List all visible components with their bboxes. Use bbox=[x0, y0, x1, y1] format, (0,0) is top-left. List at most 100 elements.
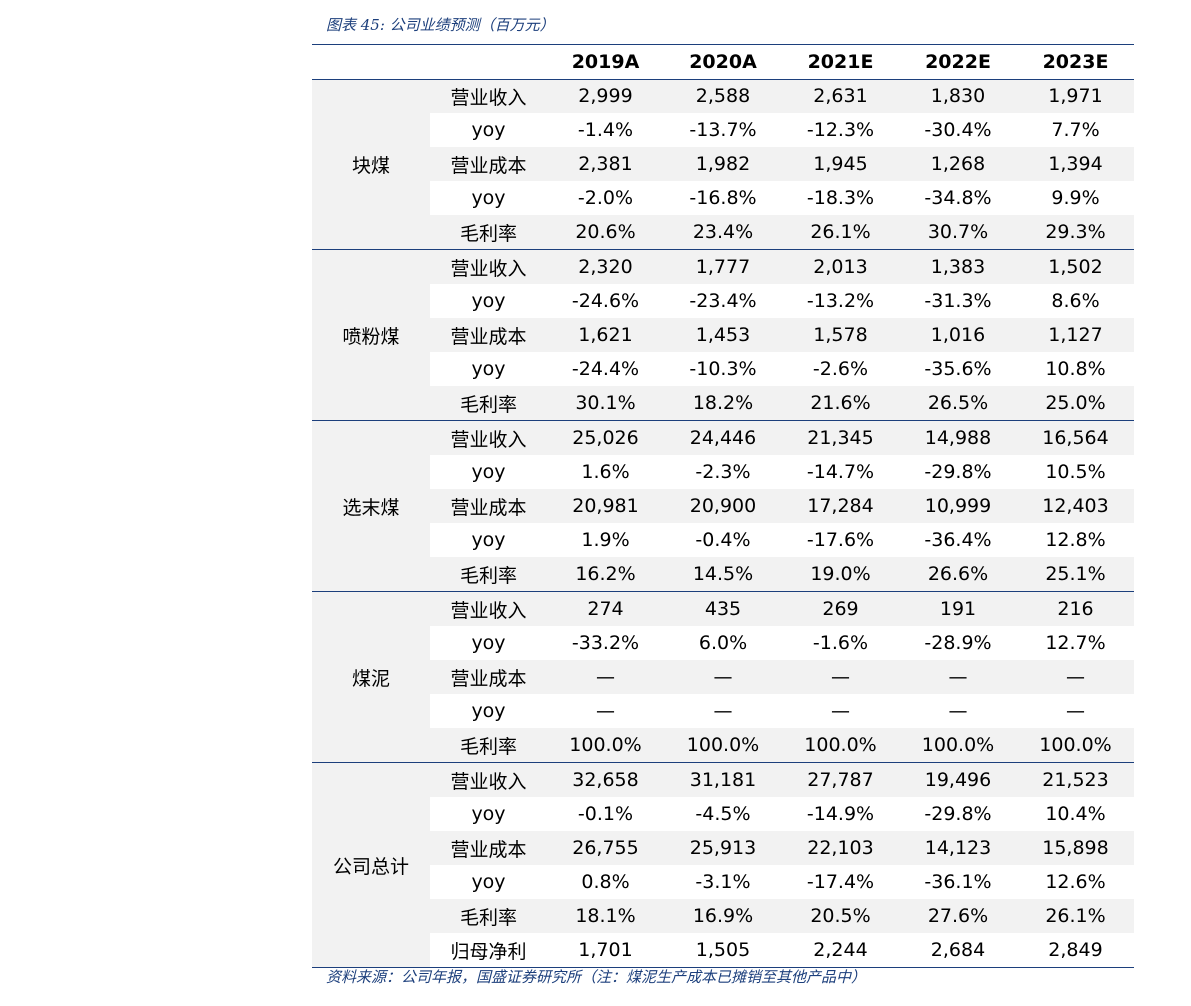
value-cell: 1,502 bbox=[1017, 249, 1134, 284]
value-cell: — bbox=[1017, 660, 1134, 694]
table-row: 块煤 营业收入 2,999 2,588 2,631 1,830 1,971 bbox=[312, 79, 1134, 250]
value-cell: -16.8% bbox=[689, 187, 757, 209]
value-cell: 17,284 bbox=[782, 489, 899, 523]
value-cell: 2,381 bbox=[547, 147, 664, 181]
value-cell: -30.4% bbox=[924, 119, 992, 141]
value-cell: 435 bbox=[664, 591, 782, 626]
value-cell: 1.9% bbox=[581, 529, 630, 551]
value-cell: -2.0% bbox=[577, 187, 634, 209]
value-cell: -3.1% bbox=[695, 871, 751, 893]
value-cell: -29.8% bbox=[924, 461, 992, 483]
table-row: yoy — — — — — bbox=[312, 694, 1134, 728]
header-year: 2019A bbox=[571, 51, 640, 73]
metric-label: 营业收入 bbox=[430, 420, 547, 455]
value-cell: -36.1% bbox=[924, 871, 992, 893]
table-top-rule bbox=[312, 44, 1134, 45]
value-cell: 2,999 bbox=[547, 79, 664, 113]
metric-label: 毛利率 bbox=[430, 899, 547, 933]
value-cell: -1.6% bbox=[812, 632, 869, 654]
metric-label: 归母净利 bbox=[430, 933, 547, 968]
value-cell: 26.1% bbox=[1017, 899, 1134, 933]
value-cell: 32,658 bbox=[547, 762, 664, 797]
metric-label: yoy bbox=[471, 700, 506, 722]
value-cell: 21,345 bbox=[782, 420, 899, 455]
value-cell: 23.4% bbox=[664, 215, 782, 250]
value-cell: 2,588 bbox=[664, 79, 782, 113]
value-cell: 0.8% bbox=[581, 871, 630, 893]
table-body: 块煤 营业收入 2,999 2,588 2,631 1,830 1,971 yoy -1.4% -… bbox=[312, 79, 1134, 968]
value-cell: -35.6% bbox=[924, 358, 992, 380]
value-cell: 22,103 bbox=[782, 831, 899, 865]
value-cell: 1,268 bbox=[899, 147, 1017, 181]
value-cell: 25,913 bbox=[664, 831, 782, 865]
value-cell: 100.0% bbox=[782, 728, 899, 763]
table-row: 公司总计 营业收入 32,658 31,181 27,787 19,496 21,523 bbox=[312, 762, 1134, 968]
value-cell: — bbox=[831, 700, 850, 722]
value-cell: 10.5% bbox=[1045, 461, 1106, 483]
header-blank-metric bbox=[430, 45, 547, 79]
value-cell: 1,701 bbox=[547, 933, 664, 968]
metric-label: yoy bbox=[471, 358, 506, 380]
value-cell: — bbox=[664, 660, 782, 694]
segment-label: 块煤 bbox=[312, 79, 430, 250]
value-cell: 14.5% bbox=[664, 557, 782, 592]
table-row: 营业成本 20,981 20,900 17,284 10,999 12,403 bbox=[312, 489, 1134, 523]
value-cell: — bbox=[713, 700, 733, 722]
value-cell: 1,945 bbox=[782, 147, 899, 181]
value-cell: -36.4% bbox=[924, 529, 992, 551]
value-cell: 16.9% bbox=[664, 899, 782, 933]
table-row: 营业成本 26,755 25,913 22,103 14,123 15,898 bbox=[312, 831, 1134, 865]
metric-label: yoy bbox=[471, 871, 506, 893]
value-cell: 1,016 bbox=[899, 318, 1017, 352]
table-row: yoy -1.4% -13.7% -12.3% -30.4% 7.7% bbox=[312, 113, 1134, 147]
metric-label: 毛利率 bbox=[430, 386, 547, 421]
source-note: 资料来源：公司年报，国盛证券研究所（注：煤泥生产成本已摊销至其他产品中） bbox=[326, 968, 867, 986]
segment-label: 喷粉煤 bbox=[312, 249, 430, 421]
value-cell: 274 bbox=[547, 591, 664, 626]
metric-label: yoy bbox=[471, 632, 506, 654]
table-row: 选末煤 营业收入 25,026 24,446 21,345 14,988 16,564 bbox=[312, 420, 1134, 592]
metric-label: 营业成本 bbox=[430, 147, 547, 181]
value-cell: -28.9% bbox=[924, 632, 992, 654]
metric-label: 营业成本 bbox=[430, 660, 547, 694]
value-cell: 1,777 bbox=[664, 249, 782, 284]
value-cell: 25.0% bbox=[1017, 386, 1134, 421]
header-bottom-rule bbox=[312, 79, 1134, 80]
value-cell: -18.3% bbox=[806, 187, 875, 209]
value-cell: 14,988 bbox=[899, 420, 1017, 455]
value-cell: 1,971 bbox=[1017, 79, 1134, 113]
table-row: yoy -24.4% -10.3% -2.6% -35.6% 10.8% bbox=[312, 352, 1134, 386]
metric-label: 营业成本 bbox=[430, 831, 547, 865]
header-blank-group bbox=[312, 45, 430, 79]
value-cell: 18.1% bbox=[547, 899, 664, 933]
value-cell: 25,026 bbox=[547, 420, 664, 455]
value-cell: 12,403 bbox=[1017, 489, 1134, 523]
figure-caption: 图表 45: 公司业绩预测（百万元） bbox=[326, 16, 555, 34]
value-cell: -12.3% bbox=[806, 119, 875, 141]
metric-label: yoy bbox=[471, 187, 506, 209]
value-cell: 10,999 bbox=[899, 489, 1017, 523]
value-cell: -2.6% bbox=[812, 358, 869, 380]
metric-label: 毛利率 bbox=[430, 728, 547, 763]
header-year: 2022E bbox=[925, 51, 991, 73]
value-cell: 9.9% bbox=[1051, 187, 1100, 209]
table-row: yoy -24.6% -23.4% -13.2% -31.3% 8.6% bbox=[312, 284, 1134, 318]
value-cell: 25.1% bbox=[1017, 557, 1134, 592]
metric-label: 营业成本 bbox=[430, 318, 547, 352]
metric-label: 营业收入 bbox=[430, 249, 547, 284]
value-cell: 1,453 bbox=[664, 318, 782, 352]
metric-label: 毛利率 bbox=[430, 557, 547, 592]
table-row: 营业成本 1,621 1,453 1,578 1,016 1,127 bbox=[312, 318, 1134, 352]
segment-label: 煤泥 bbox=[312, 591, 430, 763]
value-cell: -13.7% bbox=[689, 119, 757, 141]
table-row: 喷粉煤 营业收入 2,320 1,777 2,013 1,383 1,502 bbox=[312, 249, 1134, 421]
value-cell: -14.7% bbox=[806, 461, 875, 483]
value-cell: — bbox=[596, 700, 615, 722]
value-cell: -23.4% bbox=[689, 290, 757, 312]
metric-label: yoy bbox=[471, 529, 506, 551]
value-cell: 16,564 bbox=[1017, 420, 1134, 455]
value-cell: 12.6% bbox=[1045, 871, 1106, 893]
table-row: yoy 0.8% -3.1% -17.4% -36.1% 12.6% bbox=[312, 865, 1134, 899]
value-cell: 2,684 bbox=[899, 933, 1017, 968]
value-cell: 14,123 bbox=[899, 831, 1017, 865]
